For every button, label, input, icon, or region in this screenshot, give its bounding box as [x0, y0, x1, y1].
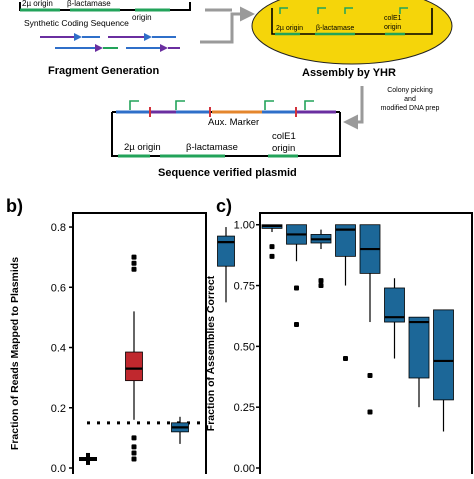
fragment-4-arrow [160, 44, 168, 52]
picking-line-2: and [404, 96, 416, 103]
coding-sequence-label: Synthetic Coding Sequence [24, 18, 129, 28]
picking-line-1: Colony picking [387, 87, 433, 94]
panel-c-letter: c) [216, 196, 232, 216]
panel-c: c) Fraction of Assemblies Correct 0.000.… [205, 196, 473, 479]
y-tick-label: 1.00 [234, 220, 255, 232]
plasmid-cole1-origin-label: origin [272, 143, 295, 154]
panel-b-plot: 0.0 0.2 0.4 0.6 0.8 [51, 222, 235, 475]
box-body [217, 235, 235, 267]
yhr-cole1-label: colE1 [384, 15, 402, 22]
final-plasmid: Aux. Marker 2µ origin β-lactamase colE1 … [111, 100, 341, 158]
box-outlier [131, 266, 137, 272]
box-outlier [269, 244, 275, 250]
y-tick-label: 0.4 [51, 343, 66, 355]
colony-picking-arrow [343, 86, 364, 130]
y-tick-label: 0.2 [51, 403, 66, 415]
box-outlier [131, 456, 137, 462]
construct-origin-label: 2µ origin [22, 0, 53, 8]
yhr-promoter-3 [344, 7, 353, 14]
plasmid-backbone [111, 112, 341, 157]
panel-b-ylabel: Fraction of Reads Mapped to Plasmids [9, 257, 21, 450]
box-outlier [318, 278, 324, 284]
yhr-origin-label: 2µ origin [276, 25, 303, 32]
y-tick-label: 0.6 [51, 282, 66, 294]
yhr-promoter-4 [399, 7, 408, 14]
box-outlier [131, 435, 137, 441]
box-body [408, 316, 430, 379]
aux-marker-label: Aux. Marker [208, 117, 259, 128]
box-outlier [294, 285, 299, 291]
box-body [335, 224, 356, 257]
plasmid-promoter-3 [264, 100, 274, 110]
fragment-generation-label: Fragment Generation [48, 65, 160, 77]
panel-c-ylabel: Fraction of Assemblies Correct [205, 275, 217, 431]
panel-b-frame [72, 212, 207, 479]
sequence-verified-label: Sequence verified plasmid [158, 167, 297, 179]
box-outlier [131, 260, 137, 266]
plasmid-promoter-4 [304, 100, 314, 110]
box-outlier [131, 444, 137, 450]
yhr-ellipse [251, 0, 453, 65]
y-tick-label: 0.8 [51, 222, 66, 234]
y-tick-label: 0.50 [234, 341, 255, 353]
box-outlier [367, 409, 373, 415]
y-tick-label: 0.0 [51, 463, 66, 474]
to-assembly-arrow [200, 6, 255, 44]
panel-c-plot: 0.00 0.25 0.50 0.75 1.00 [234, 220, 454, 475]
box-outlier [294, 321, 299, 327]
panel-c-frame [259, 212, 473, 479]
box-outlier [343, 356, 348, 362]
plasmid-origin-label: 2µ origin [124, 142, 161, 153]
plasmid-promoter-2 [175, 100, 185, 110]
yhr-cole1-origin-label: origin [384, 24, 401, 31]
fragment-3-arrow [95, 44, 103, 52]
y-tick-label: 0.00 [234, 463, 255, 474]
y-tick-label: 0.25 [234, 402, 255, 414]
box-body [433, 309, 454, 401]
construct-origin-small-label: origin [132, 13, 152, 22]
box-outlier [269, 253, 275, 259]
box-outlier [131, 254, 137, 260]
box-body [125, 351, 143, 382]
box-body [384, 287, 405, 323]
yhr-cell: 2µ origin β-lactamase colE1 origin [251, 0, 453, 65]
panel-b: b) Fraction of Reads Mapped to Plasmids … [6, 196, 235, 479]
top-left-construct: 2µ origin β-lactamase origin [19, 0, 191, 22]
box-outlier [131, 450, 137, 456]
y-tick-label: 0.75 [234, 281, 255, 293]
box-outlier [318, 283, 324, 289]
assembly-yhr-label: Assembly by YHR [302, 67, 396, 79]
fragment-2-arrow [144, 33, 152, 41]
plasmid-promoter-1 [129, 100, 139, 110]
yhr-promoter-2 [317, 7, 326, 14]
yhr-promoter-1 [279, 7, 288, 14]
construct-bla-label: β-lactamase [67, 0, 111, 8]
panel-b-letter: b) [6, 196, 23, 216]
fragment-1-arrow [74, 33, 82, 41]
fragments [40, 33, 180, 52]
yhr-bla-label: β-lactamase [316, 25, 354, 32]
top-diagram: 2µ origin β-lactamase origin Synthetic C… [19, 0, 453, 179]
plasmid-cole1-label: colE1 [272, 131, 296, 142]
plasmid-bla-label: β-lactamase [186, 142, 238, 153]
box-outlier [367, 373, 373, 379]
picking-line-3: modified DNA prep [381, 105, 440, 112]
